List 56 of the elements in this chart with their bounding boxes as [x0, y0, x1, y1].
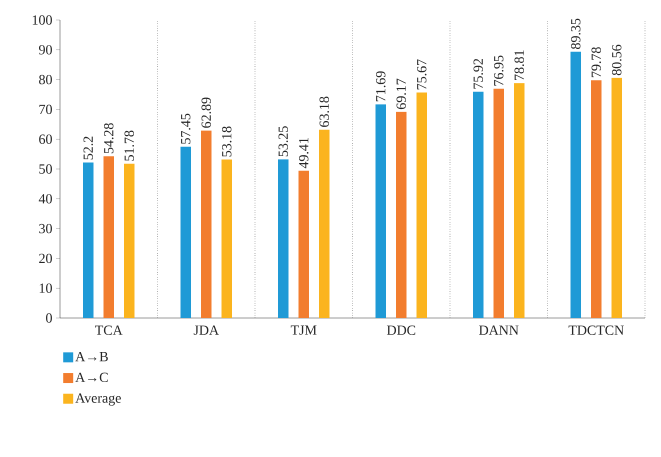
data-label: 49.41	[299, 138, 308, 168]
legend-label: A→B	[75, 352, 108, 362]
data-label: 53.18	[222, 126, 232, 157]
y-tick-label: 10	[40, 283, 52, 293]
y-tick-label: 70	[39, 104, 52, 114]
y-tick-label: 100	[32, 15, 52, 25]
data-label: 78.81	[514, 50, 524, 80]
data-label: 62.89	[202, 98, 211, 128]
bar	[124, 164, 134, 318]
y-tick-label: 80	[39, 74, 52, 84]
bar	[319, 130, 330, 318]
data-label: 71.69	[376, 71, 386, 102]
data-label: 53.25	[278, 126, 288, 156]
data-label: 69.17	[396, 78, 406, 110]
bar	[396, 112, 407, 318]
legend-label: Average	[75, 393, 121, 406]
y-tick-label: 30	[39, 224, 52, 234]
bar	[494, 88, 504, 318]
bar	[570, 52, 582, 318]
data-label: 79.78	[592, 47, 601, 78]
bar	[473, 92, 484, 318]
bar	[278, 159, 289, 318]
data-label: 51.78	[124, 130, 134, 161]
bar	[298, 170, 310, 318]
bar	[612, 78, 622, 318]
data-label: 63.18	[320, 96, 329, 127]
y-tick-label: 90	[38, 45, 52, 55]
y-tick-label: 0	[46, 313, 52, 323]
bar	[104, 156, 114, 318]
x-tick-label: TCA	[95, 326, 123, 335]
data-label: 89.35	[571, 18, 580, 50]
x-tick-label: DANN	[479, 326, 519, 335]
x-tick-label: TJM	[290, 326, 317, 335]
bar	[376, 104, 386, 318]
y-tick-label: 50	[39, 164, 52, 174]
y-tick-label: 60	[39, 134, 52, 144]
x-tick-label: JDA	[194, 326, 219, 335]
data-label: 52.2	[84, 136, 93, 160]
data-label: 75.67	[417, 59, 426, 90]
bar	[591, 80, 602, 318]
legend-label: A→C	[75, 372, 108, 382]
data-label: 76.95	[494, 56, 504, 86]
x-tick-label: TDCTCN	[568, 326, 624, 335]
bar	[514, 83, 525, 318]
bar	[201, 130, 212, 318]
x-tick-label: DDC	[386, 326, 416, 335]
bar	[83, 162, 94, 318]
bar	[180, 146, 192, 318]
data-label: 54.28	[104, 123, 114, 154]
data-label: 57.45	[181, 114, 190, 144]
bar	[222, 160, 232, 318]
data-label: 75.92	[474, 58, 483, 89]
y-tick-label: 40	[38, 194, 52, 204]
y-tick-label: 20	[39, 254, 52, 264]
data-label: 80.56	[612, 44, 622, 76]
bar	[416, 92, 428, 318]
